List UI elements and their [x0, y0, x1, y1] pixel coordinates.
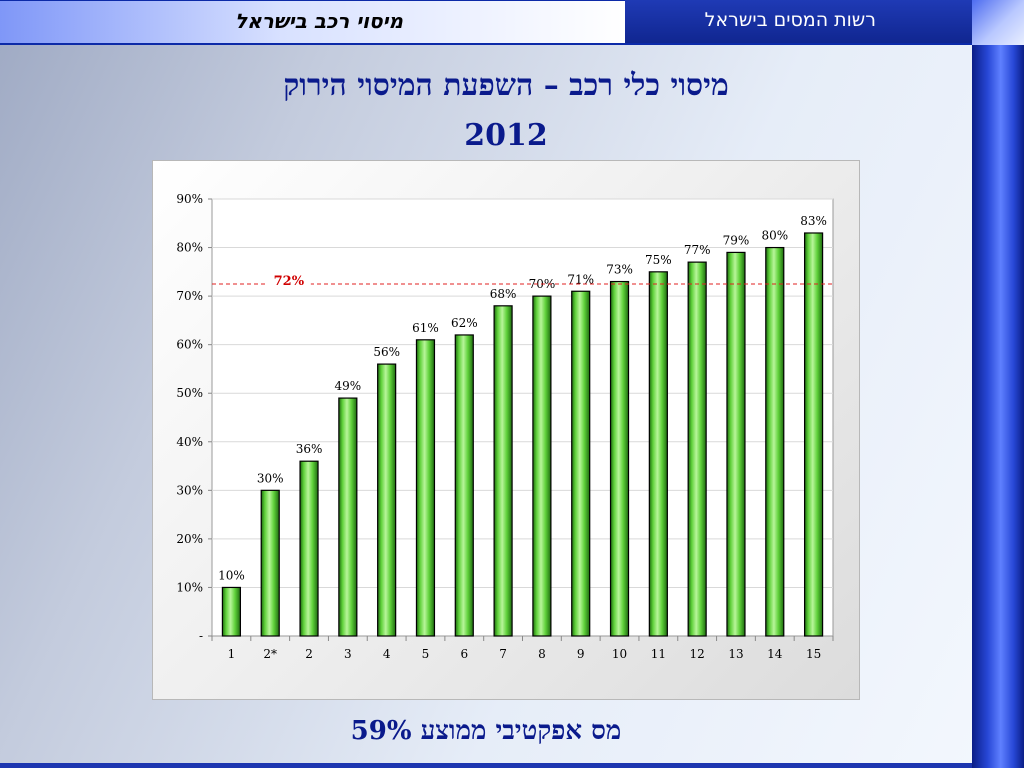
bar-5	[415, 339, 436, 637]
x-tick-label: 10	[612, 647, 627, 661]
data-label: 79%	[723, 233, 750, 247]
x-tick-label: 15	[806, 647, 821, 661]
x-tick-label: 11	[651, 647, 666, 661]
bar-13	[726, 251, 746, 637]
y-tick-label: 60%	[176, 338, 203, 352]
x-tick-label: 2	[305, 647, 313, 661]
x-tick-label: 7	[499, 647, 507, 661]
corner-decoration	[972, 0, 1024, 45]
bar-12	[687, 261, 707, 637]
data-label: 30%	[257, 471, 284, 485]
slide-title: מיסוי כלי רכב – השפעת המיסוי הירוק	[283, 68, 729, 103]
x-tick-label: 8	[538, 647, 546, 661]
header-subject: מיסוי רכב בישראל	[235, 9, 403, 33]
bottom-bar	[0, 763, 972, 768]
y-tick-label: 90%	[176, 192, 203, 206]
data-label: 68%	[490, 287, 517, 301]
y-tick-label: 70%	[176, 289, 203, 303]
y-tick-label: -	[199, 629, 203, 643]
data-label: 36%	[296, 442, 323, 456]
x-tick-label: 12	[690, 647, 705, 661]
data-label: 62%	[451, 316, 478, 330]
bar-9	[571, 290, 591, 637]
header-left-panel: מיסוי רכב בישראל	[0, 0, 625, 45]
slide-year: 2012	[464, 118, 548, 153]
bar-7	[493, 305, 513, 637]
data-label: 83%	[800, 214, 827, 228]
x-tick-label: 9	[577, 647, 585, 661]
y-tick-label: 10%	[176, 580, 203, 594]
bar-15	[803, 232, 824, 637]
bar-chart: 10% 30% 36% 49% 56% 61% 62% 68% 70% 71% 73% 75% 77% 7…	[176, 192, 834, 661]
bar-3	[338, 397, 358, 637]
x-tick-label: 5	[422, 647, 430, 661]
bar-2	[299, 460, 319, 637]
data-label: 73%	[606, 263, 633, 277]
bar-4	[377, 363, 397, 637]
data-label: 80%	[761, 229, 788, 243]
y-tick-label: 20%	[176, 532, 203, 546]
data-label: 10%	[218, 568, 245, 582]
header-right-panel: רשות המסים בישראל	[625, 0, 972, 45]
data-label: 56%	[373, 345, 400, 359]
bar-2*	[260, 489, 280, 637]
y-tick-label: 30%	[176, 483, 203, 497]
data-label: 77%	[684, 243, 711, 257]
data-label: 61%	[412, 321, 439, 335]
data-label: 75%	[645, 253, 672, 267]
x-tick-label: 4	[383, 647, 391, 661]
data-label: 71%	[567, 272, 594, 286]
y-tick-label: 40%	[176, 435, 203, 449]
x-tick-label: 3	[344, 647, 352, 661]
y-tick-label: 50%	[176, 386, 203, 400]
bar-11	[648, 271, 668, 637]
chart-frame: 10% 30% 36% 49% 56% 61% 62% 68% 70% 71% 73% 75% 77% 7…	[152, 160, 860, 700]
footer-average-tax-text: מס אפקטיבי ממוצע 59%	[350, 716, 622, 746]
bar-14	[765, 246, 785, 637]
x-tick-label: 13	[728, 647, 743, 661]
x-tick-label: 14	[767, 647, 783, 661]
average-label-background	[266, 271, 311, 288]
y-tick-label: 80%	[176, 241, 203, 255]
right-side-bar	[972, 45, 1024, 768]
x-tick-label: 1	[228, 647, 236, 661]
bar-1	[221, 586, 242, 637]
x-tick-label: 2*	[263, 647, 277, 661]
data-label: 49%	[335, 379, 362, 393]
bar-8	[532, 295, 552, 637]
footer-average-tax: מס אפקטיבי ממוצע 59%	[0, 716, 972, 746]
bar-6	[454, 334, 474, 637]
bar-10	[609, 280, 630, 637]
x-tick-label: 6	[460, 647, 468, 661]
average-label: 72%	[274, 274, 305, 289]
header-organization: רשות המסים בישראל	[704, 9, 876, 31]
